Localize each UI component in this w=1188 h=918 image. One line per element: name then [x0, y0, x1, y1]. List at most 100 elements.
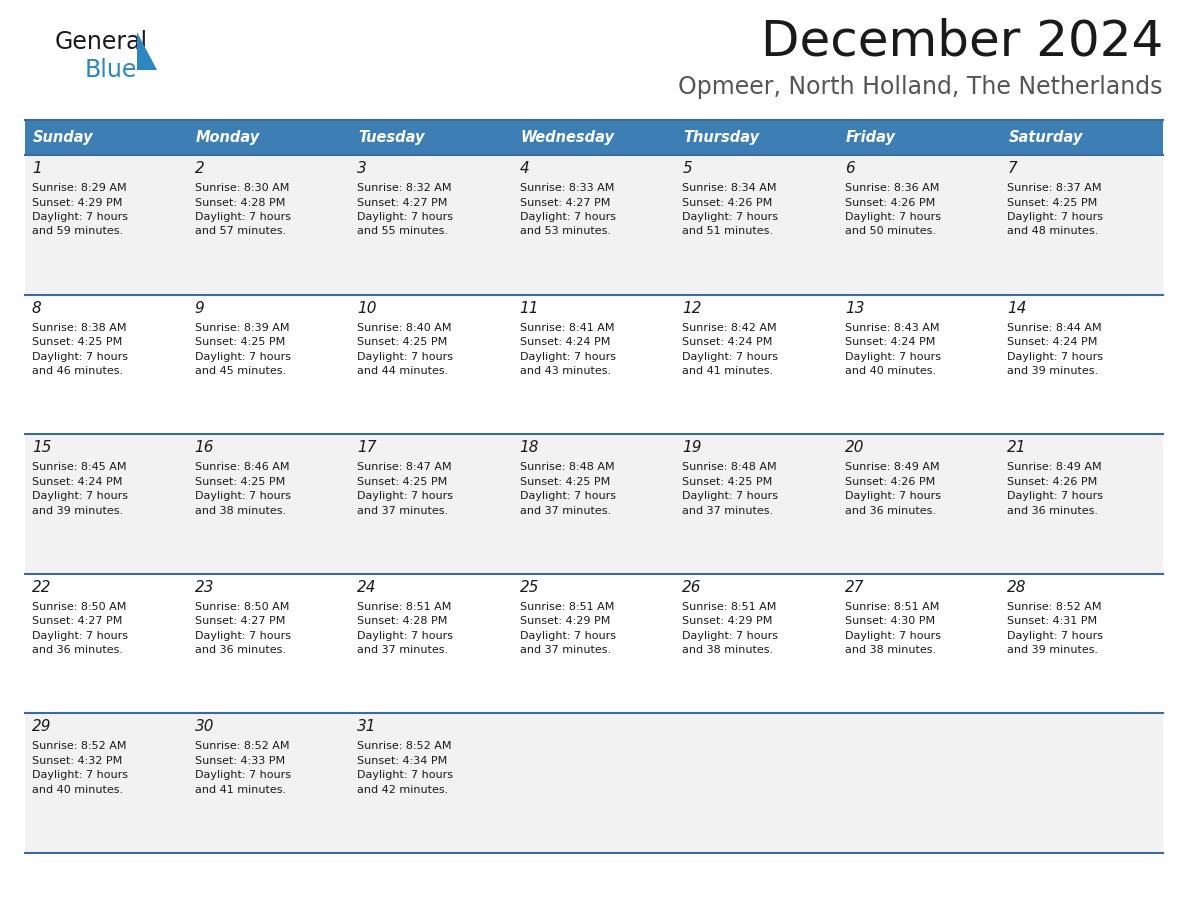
Bar: [1000, 434, 1163, 574]
Bar: [675, 155, 838, 295]
Polygon shape: [137, 32, 157, 70]
Text: Sunrise: 8:48 AM: Sunrise: 8:48 AM: [519, 462, 614, 472]
Text: 17: 17: [358, 441, 377, 455]
Text: Daylight: 7 hours: Daylight: 7 hours: [358, 770, 453, 780]
Text: 20: 20: [845, 441, 865, 455]
Text: Sunrise: 8:32 AM: Sunrise: 8:32 AM: [358, 183, 451, 193]
Text: and 37 minutes.: and 37 minutes.: [682, 506, 773, 516]
Text: Daylight: 7 hours: Daylight: 7 hours: [519, 352, 615, 362]
Bar: [838, 574, 1000, 713]
Text: Daylight: 7 hours: Daylight: 7 hours: [682, 352, 778, 362]
Bar: [675, 120, 838, 155]
Bar: [350, 574, 513, 713]
Text: Opmeer, North Holland, The Netherlands: Opmeer, North Holland, The Netherlands: [678, 75, 1163, 99]
Text: 15: 15: [32, 441, 51, 455]
Bar: [188, 434, 350, 574]
Bar: [188, 155, 350, 295]
Text: and 53 minutes.: and 53 minutes.: [519, 227, 611, 237]
Text: 25: 25: [519, 580, 539, 595]
Text: Sunset: 4:25 PM: Sunset: 4:25 PM: [32, 337, 122, 347]
Text: Daylight: 7 hours: Daylight: 7 hours: [519, 491, 615, 501]
Text: Daylight: 7 hours: Daylight: 7 hours: [32, 352, 128, 362]
Bar: [513, 155, 675, 295]
Text: 24: 24: [358, 580, 377, 595]
Text: Daylight: 7 hours: Daylight: 7 hours: [358, 491, 453, 501]
Text: General: General: [55, 30, 148, 54]
Text: 7: 7: [1007, 161, 1017, 176]
Text: Sunrise: 8:45 AM: Sunrise: 8:45 AM: [32, 462, 126, 472]
Text: Sunrise: 8:36 AM: Sunrise: 8:36 AM: [845, 183, 940, 193]
Bar: [350, 120, 513, 155]
Bar: [350, 713, 513, 853]
Text: Sunset: 4:24 PM: Sunset: 4:24 PM: [519, 337, 611, 347]
Text: 5: 5: [682, 161, 693, 176]
Text: Daylight: 7 hours: Daylight: 7 hours: [358, 352, 453, 362]
Text: Sunrise: 8:30 AM: Sunrise: 8:30 AM: [195, 183, 289, 193]
Text: Sunrise: 8:52 AM: Sunrise: 8:52 AM: [1007, 602, 1102, 611]
Bar: [513, 120, 675, 155]
Text: Daylight: 7 hours: Daylight: 7 hours: [1007, 212, 1104, 222]
Text: Sunset: 4:26 PM: Sunset: 4:26 PM: [845, 197, 935, 207]
Text: and 38 minutes.: and 38 minutes.: [682, 645, 773, 655]
Bar: [188, 295, 350, 434]
Text: 31: 31: [358, 720, 377, 734]
Text: Sunset: 4:26 PM: Sunset: 4:26 PM: [845, 476, 935, 487]
Text: Daylight: 7 hours: Daylight: 7 hours: [195, 212, 291, 222]
Text: Daylight: 7 hours: Daylight: 7 hours: [32, 770, 128, 780]
Text: Sunset: 4:27 PM: Sunset: 4:27 PM: [519, 197, 611, 207]
Text: and 59 minutes.: and 59 minutes.: [32, 227, 124, 237]
Text: Saturday: Saturday: [1009, 130, 1082, 145]
Bar: [1000, 574, 1163, 713]
Text: Daylight: 7 hours: Daylight: 7 hours: [519, 212, 615, 222]
Text: Sunset: 4:25 PM: Sunset: 4:25 PM: [1007, 197, 1098, 207]
Text: and 44 minutes.: and 44 minutes.: [358, 366, 448, 376]
Text: 6: 6: [845, 161, 854, 176]
Bar: [675, 713, 838, 853]
Text: Sunrise: 8:52 AM: Sunrise: 8:52 AM: [195, 742, 289, 752]
Text: Daylight: 7 hours: Daylight: 7 hours: [682, 631, 778, 641]
Text: Sunset: 4:24 PM: Sunset: 4:24 PM: [1007, 337, 1098, 347]
Text: Daylight: 7 hours: Daylight: 7 hours: [682, 212, 778, 222]
Text: and 38 minutes.: and 38 minutes.: [195, 506, 285, 516]
Text: Sunset: 4:30 PM: Sunset: 4:30 PM: [845, 616, 935, 626]
Text: Sunrise: 8:42 AM: Sunrise: 8:42 AM: [682, 322, 777, 332]
Text: 3: 3: [358, 161, 367, 176]
Text: Blue: Blue: [86, 58, 138, 82]
Bar: [25, 574, 188, 713]
Text: Daylight: 7 hours: Daylight: 7 hours: [195, 352, 291, 362]
Text: and 43 minutes.: and 43 minutes.: [519, 366, 611, 376]
Text: and 41 minutes.: and 41 minutes.: [195, 785, 285, 795]
Text: Tuesday: Tuesday: [358, 130, 424, 145]
Text: Sunset: 4:28 PM: Sunset: 4:28 PM: [358, 616, 448, 626]
Text: Sunrise: 8:49 AM: Sunrise: 8:49 AM: [1007, 462, 1102, 472]
Text: Sunrise: 8:49 AM: Sunrise: 8:49 AM: [845, 462, 940, 472]
Bar: [675, 574, 838, 713]
Bar: [188, 574, 350, 713]
Text: 13: 13: [845, 300, 865, 316]
Text: and 48 minutes.: and 48 minutes.: [1007, 227, 1099, 237]
Text: and 39 minutes.: and 39 minutes.: [1007, 645, 1099, 655]
Text: Daylight: 7 hours: Daylight: 7 hours: [519, 631, 615, 641]
Text: and 55 minutes.: and 55 minutes.: [358, 227, 448, 237]
Text: Sunset: 4:25 PM: Sunset: 4:25 PM: [358, 337, 448, 347]
Bar: [838, 295, 1000, 434]
Text: 19: 19: [682, 441, 702, 455]
Text: Sunrise: 8:34 AM: Sunrise: 8:34 AM: [682, 183, 777, 193]
Text: and 40 minutes.: and 40 minutes.: [845, 366, 936, 376]
Bar: [675, 434, 838, 574]
Bar: [188, 120, 350, 155]
Text: Sunrise: 8:29 AM: Sunrise: 8:29 AM: [32, 183, 127, 193]
Text: Sunset: 4:32 PM: Sunset: 4:32 PM: [32, 756, 122, 766]
Text: and 36 minutes.: and 36 minutes.: [195, 645, 285, 655]
Text: Sunset: 4:25 PM: Sunset: 4:25 PM: [195, 476, 285, 487]
Text: Daylight: 7 hours: Daylight: 7 hours: [195, 631, 291, 641]
Text: Sunrise: 8:50 AM: Sunrise: 8:50 AM: [32, 602, 126, 611]
Text: Thursday: Thursday: [683, 130, 759, 145]
Text: 27: 27: [845, 580, 865, 595]
Text: and 46 minutes.: and 46 minutes.: [32, 366, 124, 376]
Text: Daylight: 7 hours: Daylight: 7 hours: [358, 631, 453, 641]
Text: Sunrise: 8:52 AM: Sunrise: 8:52 AM: [358, 742, 451, 752]
Text: Sunrise: 8:52 AM: Sunrise: 8:52 AM: [32, 742, 126, 752]
Text: December 2024: December 2024: [760, 18, 1163, 66]
Text: Sunset: 4:28 PM: Sunset: 4:28 PM: [195, 197, 285, 207]
